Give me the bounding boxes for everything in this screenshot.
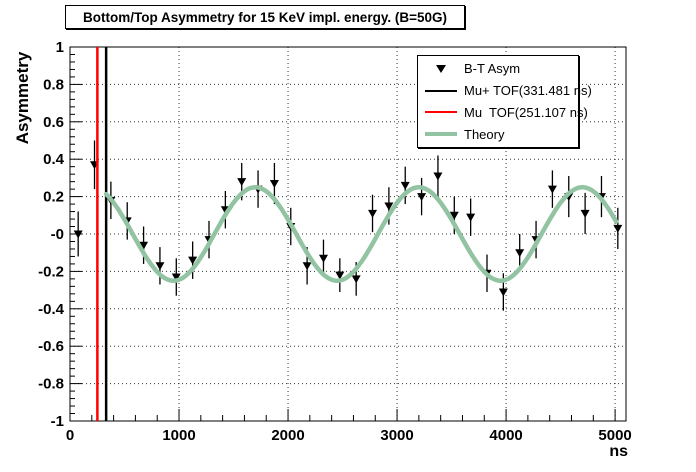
x-tick-label: 1000 xyxy=(162,427,195,444)
data-point-triangle xyxy=(417,193,427,202)
data-point-triangle xyxy=(580,209,590,218)
data-point-triangle xyxy=(613,224,623,233)
y-tick-label: -0 xyxy=(51,226,64,243)
x-tick-label: 4000 xyxy=(489,427,522,444)
legend-label: Mu+ TOF(331.481 ns) xyxy=(464,83,592,99)
data-point-triangle xyxy=(155,262,165,271)
x-tick-label: 2000 xyxy=(271,427,304,444)
y-tick-label: 0.2 xyxy=(43,189,64,206)
data-point-triangle xyxy=(237,178,247,187)
triangle-marker-icon xyxy=(418,64,464,73)
y-tick-label: -1 xyxy=(51,413,64,430)
data-point-triangle xyxy=(73,230,83,239)
data-point-triangle xyxy=(368,209,378,218)
legend-label: Mu TOF(251.107 ns) xyxy=(464,104,588,120)
data-point-triangle xyxy=(466,213,476,222)
legend-box: B-T Asym Mu+ TOF(331.481 ns) Mu TOF(251.… xyxy=(417,55,592,148)
y-tick-label: 0.6 xyxy=(43,114,64,131)
data-point-triangle xyxy=(384,202,394,211)
y-tick-label: 1 xyxy=(56,39,64,56)
data-point-triangle xyxy=(400,181,410,190)
x-tick-label: 0 xyxy=(66,427,74,444)
red-line-icon xyxy=(418,111,464,114)
legend-label: Theory xyxy=(464,126,505,142)
data-point-triangle xyxy=(302,262,312,271)
y-tick-label: 0.4 xyxy=(43,151,65,168)
data-point-triangle xyxy=(269,180,279,189)
theory-curve xyxy=(103,185,619,283)
data-point-triangle xyxy=(498,288,508,297)
legend-entry-mu-plus-tof: Mu+ TOF(331.481 ns) xyxy=(418,81,592,101)
y-tick-label: -0.8 xyxy=(38,376,64,393)
theory-line-icon xyxy=(418,132,464,137)
y-axis-title: Asymmetry xyxy=(13,51,32,144)
x-tick-label: 3000 xyxy=(380,427,413,444)
plot-title: Bottom/Top Asymmetry for 15 KeV impl. en… xyxy=(83,9,447,25)
x-tick-label: 5000 xyxy=(598,427,631,444)
data-point-triangle xyxy=(547,185,557,194)
data-point-triangle xyxy=(433,172,443,181)
legend-entry-bt-asym: B-T Asym xyxy=(418,59,578,79)
data-point-triangle xyxy=(139,241,149,250)
plot-title-box: Bottom/Top Asymmetry for 15 KeV impl. en… xyxy=(65,5,465,29)
y-tick-label: -0.4 xyxy=(38,301,65,318)
data-point-triangle xyxy=(515,249,525,258)
data-point-triangle xyxy=(335,271,345,280)
y-tick-label: -0.2 xyxy=(38,263,64,280)
legend-label: B-T Asym xyxy=(464,61,521,77)
data-point-triangle xyxy=(188,256,198,265)
legend-entry-mu-tof: Mu TOF(251.107 ns) xyxy=(418,102,588,122)
data-point-triangle xyxy=(351,275,361,284)
legend-entry-theory: Theory xyxy=(418,124,578,144)
x-axis-title: ns xyxy=(609,443,628,460)
data-point-triangle xyxy=(449,211,459,220)
data-point-triangle xyxy=(318,254,328,263)
data-point-triangle xyxy=(171,273,181,282)
y-tick-label: -0.6 xyxy=(38,338,64,355)
y-tick-label: 0.8 xyxy=(43,76,64,93)
black-line-icon xyxy=(418,89,464,92)
